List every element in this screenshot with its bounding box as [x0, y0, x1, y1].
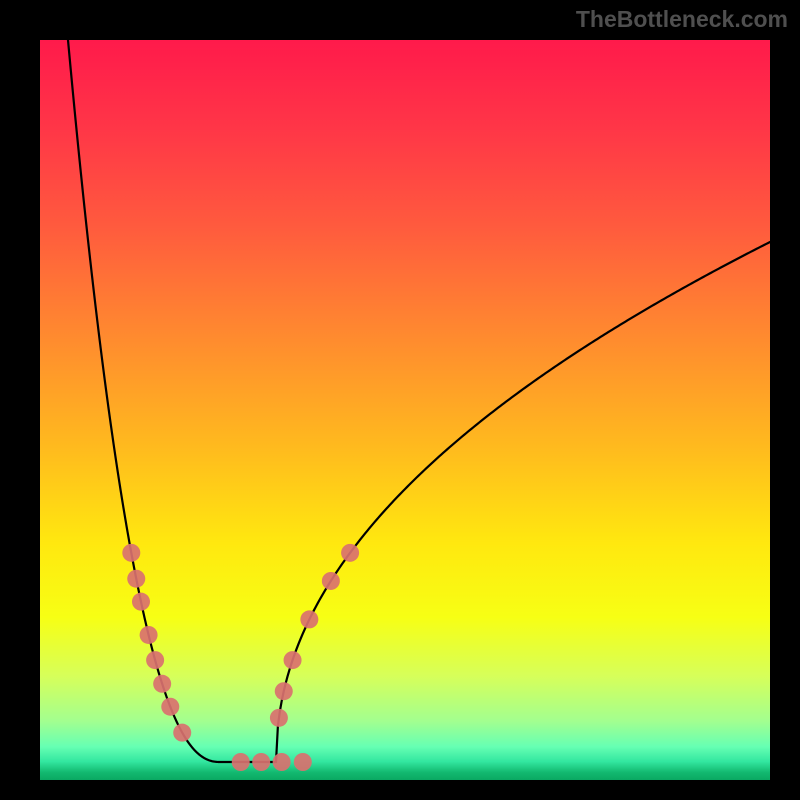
data-marker [132, 593, 150, 611]
data-marker [270, 709, 288, 727]
data-marker [153, 675, 171, 693]
data-marker [252, 753, 270, 771]
chart-container: TheBottleneck.com [0, 0, 800, 800]
plot-svg [40, 40, 770, 780]
data-marker [161, 698, 179, 716]
data-marker [146, 651, 164, 669]
data-marker [341, 544, 359, 562]
data-marker [294, 753, 312, 771]
data-marker [140, 626, 158, 644]
data-marker [322, 572, 340, 590]
data-marker [275, 682, 293, 700]
data-marker [127, 570, 145, 588]
data-marker [173, 724, 191, 742]
data-marker [284, 651, 302, 669]
data-marker [122, 544, 140, 562]
plot-area [40, 40, 770, 780]
data-marker [300, 610, 318, 628]
data-marker [232, 753, 250, 771]
gradient-background [40, 40, 770, 780]
data-marker [273, 753, 291, 771]
watermark-text: TheBottleneck.com [576, 6, 788, 33]
